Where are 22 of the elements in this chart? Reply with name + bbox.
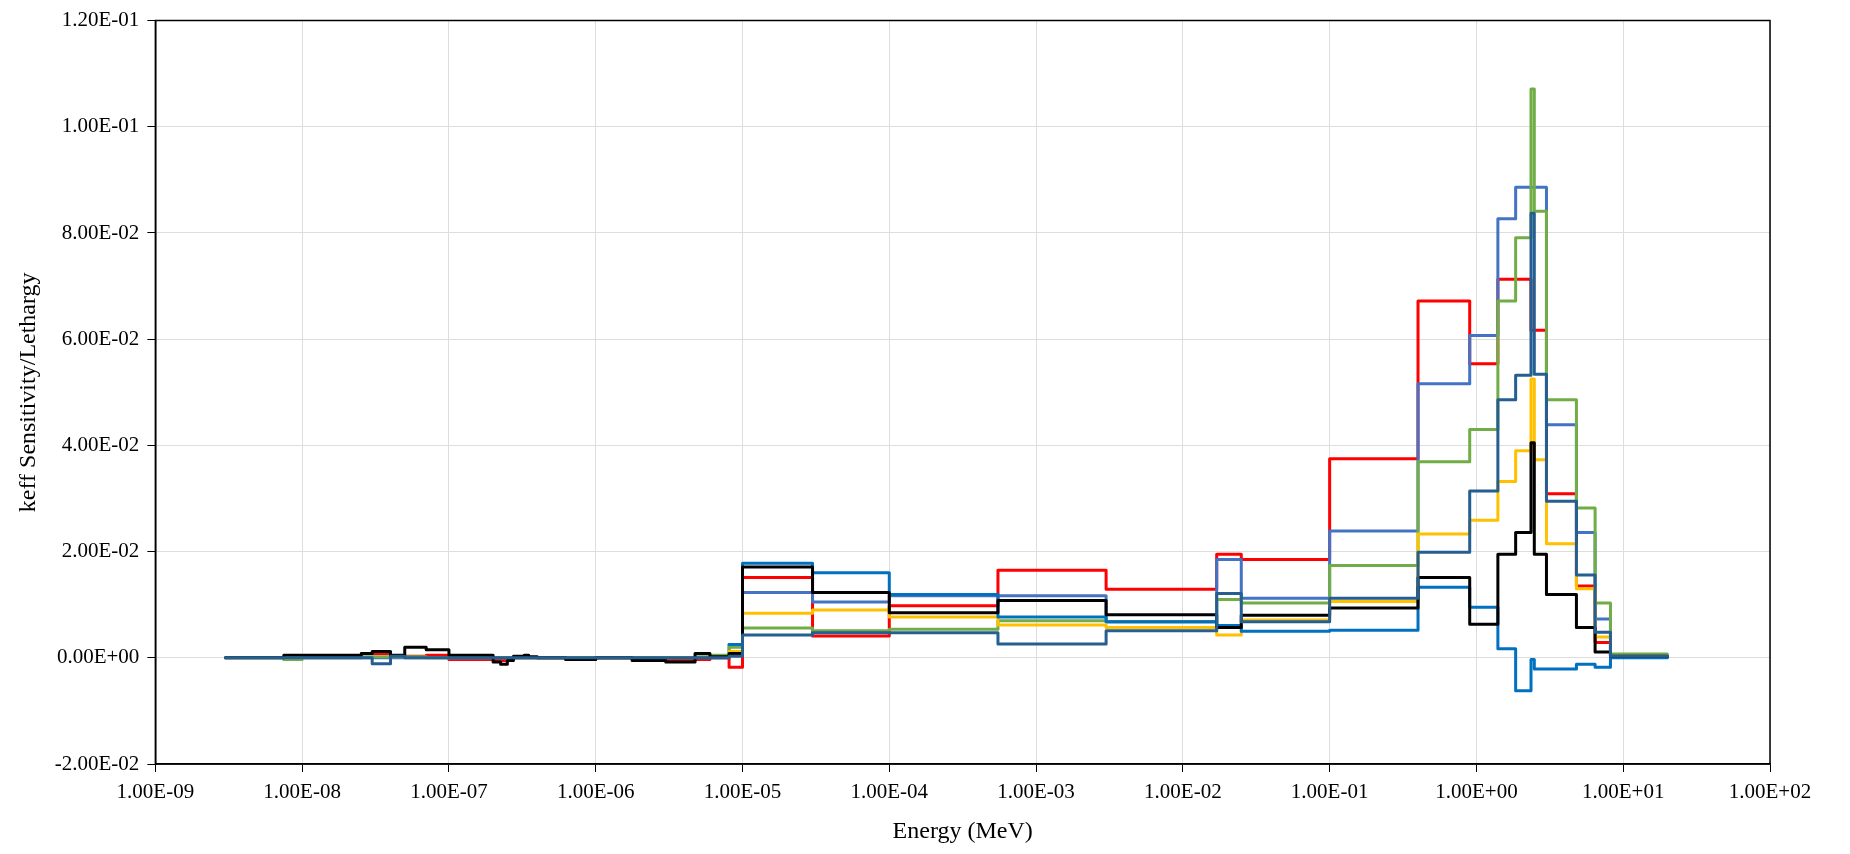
y-tick-label: 0.00E+00	[56, 644, 140, 669]
x-tick-label: 1.00E-07	[410, 779, 488, 804]
x-tick-label: 1.00E-03	[997, 779, 1075, 804]
y-tick-label: 1.00E-01	[61, 113, 140, 138]
x-tick-label: 1.00E-05	[703, 779, 782, 804]
x-tick-label: 1.00E-09	[116, 779, 195, 804]
y-tick-label: 6.00E-02	[61, 325, 140, 350]
x-tick-label: 1.00E-04	[850, 779, 929, 804]
x-tick-label: 1.00E+02	[1728, 779, 1812, 804]
x-tick-label: 1.00E+01	[1582, 779, 1665, 804]
y-tick-label: 8.00E-02	[61, 219, 140, 244]
x-tick-label: 1.00E+00	[1435, 779, 1518, 804]
y-tick-label: 4.00E-02	[61, 431, 140, 456]
x-tick-label: 1.00E-08	[263, 779, 341, 804]
y-tick-label: 2.00E-02	[61, 538, 140, 563]
y-axis-title: keff Sensitivity/Lethargy	[13, 272, 40, 513]
y-tick-label: -2.00E-02	[54, 750, 140, 775]
x-tick-label: 1.00E-02	[1144, 779, 1222, 804]
x-axis-title: Energy (MeV)	[892, 816, 1033, 843]
x-tick-label: 1.00E-01	[1290, 779, 1369, 804]
x-tick-label: 1.00E-06	[556, 779, 635, 804]
y-tick-label: 1.20E-01	[61, 7, 140, 32]
